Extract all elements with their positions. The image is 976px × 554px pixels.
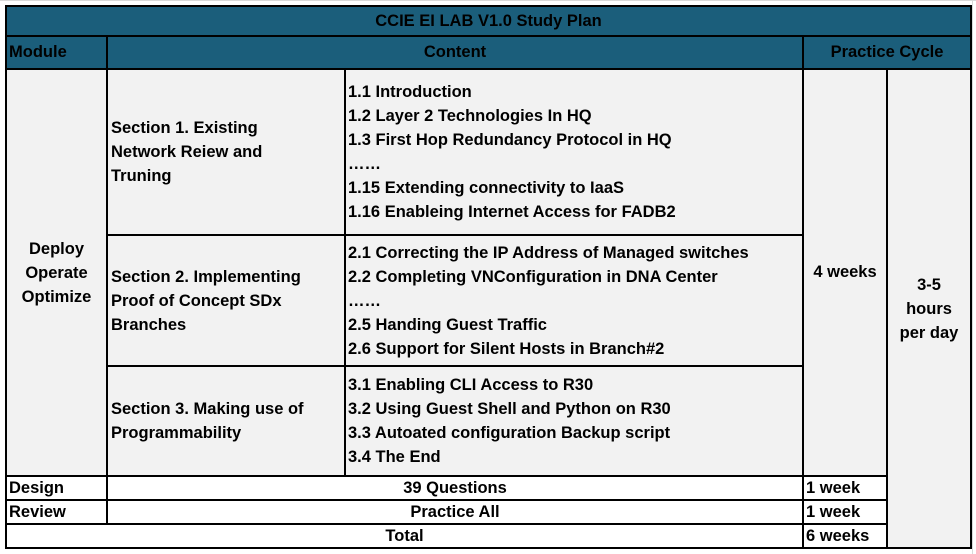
design-duration: 1 week [802, 475, 888, 501]
design-module: Design [5, 475, 108, 501]
hours-line: 3-5 [917, 275, 941, 294]
module-line: Operate [25, 263, 88, 282]
hours-line: hours [906, 299, 952, 318]
review-module: Review [5, 499, 108, 525]
topic-item: 1.3 First Hop Redundancy Protocol in HQ [348, 131, 672, 149]
review-row: Review Practice All 1 week [5, 499, 971, 525]
content-header: Content [106, 35, 804, 70]
title-row: CCIE EI LAB V1.0 Study Plan [5, 5, 972, 37]
topic-item: 3.3 Autoated configuration Backup script [348, 424, 671, 442]
practice-cycle-header: Practice Cycle [802, 35, 972, 70]
topic-item: 1.16 Enableing Internet Access for FADB2 [348, 203, 676, 221]
deploy-module-cell: Deploy Operate Optimize [5, 68, 108, 477]
section-3-name: Section 3. Making use of Programmability [106, 365, 346, 477]
section-name-line: Proof of Concept SDx [111, 291, 282, 310]
table-title: CCIE EI LAB V1.0 Study Plan [5, 5, 972, 37]
section-name-line: Section 3. Making use of [111, 400, 304, 418]
total-label: Total [5, 523, 804, 549]
hours-line: per day [899, 323, 959, 342]
module-header: Module [5, 35, 108, 70]
daily-hours-cell: 3-5 hours per day [886, 68, 972, 549]
total-row: Total 6 weeks [5, 523, 971, 549]
section-3-topics: 3.1 Enabling CLI Access to R30 3.2 Using… [344, 365, 804, 477]
section-3-row: Section 3. Making use of Programmability… [6, 365, 971, 477]
total-duration: 6 weeks [802, 523, 888, 549]
section-name-line: Section 1. Existing [111, 119, 258, 137]
design-content: 39 Questions [106, 475, 804, 501]
study-plan-table: CCIE EI LAB V1.0 Study Plan Module Conte… [5, 5, 972, 549]
topic-item: 2.5 Handing Guest Traffic [348, 315, 547, 334]
section-name-line: Network Reiew and [111, 143, 263, 161]
section-name-line: Truning [111, 167, 172, 185]
deploy-duration: 4 weeks [802, 68, 888, 477]
section-name-line: Programmability [111, 424, 242, 442]
section-name-line: Branches [111, 315, 187, 334]
topic-item: 1.2 Layer 2 Technologies In HQ [348, 107, 592, 125]
review-content: Practice All [106, 499, 804, 525]
gridline [972, 0, 973, 554]
design-row: Design 39 Questions 1 week [5, 475, 971, 501]
section-1-topics: 1.1 Introduction 1.2 Layer 2 Technologie… [344, 68, 804, 236]
topic-item: 2.2 Completing VNConfiguration in DNA Ce… [348, 267, 718, 286]
topic-item: 1.1 Introduction [348, 83, 472, 101]
section-2-topics: 2.1 Correcting the IP Address of Managed… [344, 234, 804, 367]
section-2-row: Section 2. Implementing Proof of Concept… [6, 234, 971, 367]
section-2-name: Section 2. Implementing Proof of Concept… [106, 234, 346, 367]
section-1-name: Section 1. Existing Network Reiew and Tr… [106, 68, 346, 236]
topic-item: …… [348, 291, 381, 310]
topic-item: 3.1 Enabling CLI Access to R30 [348, 376, 594, 394]
topic-item: 2.1 Correcting the IP Address of Managed… [348, 243, 749, 262]
topic-item: 1.15 Extending connectivity to IaaS [348, 179, 624, 197]
module-line: Deploy [28, 239, 84, 258]
topic-item: …… [348, 155, 381, 173]
header-row: Module Content Practice Cycle [5, 35, 972, 70]
review-duration: 1 week [802, 499, 888, 525]
section-1-row: Deploy Operate Optimize Section 1. Exist… [5, 68, 972, 549]
module-line: Optimize [21, 287, 92, 306]
topic-item: 3.2 Using Guest Shell and Python on R30 [348, 400, 671, 418]
topic-item: 2.6 Support for Silent Hosts in Branch#2 [348, 339, 665, 358]
section-name-line: Section 2. Implementing [111, 267, 301, 286]
topic-item: 3.4 The End [348, 448, 441, 466]
gridline [0, 0, 976, 1]
